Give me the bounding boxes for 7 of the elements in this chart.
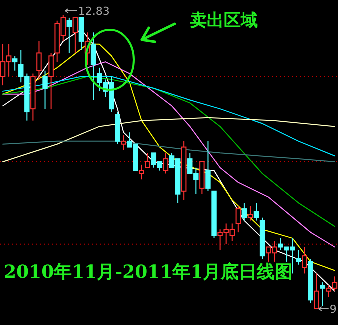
candlestick	[181, 140, 187, 201]
candlestick	[36, 40, 42, 80]
text: 2010年11月-2011年1月底日线图	[4, 261, 294, 285]
candlestick	[90, 32, 96, 101]
annotation: 12.83	[78, 5, 110, 18]
annotation: 9	[330, 303, 337, 316]
annotation: 卖出区域	[190, 11, 258, 31]
